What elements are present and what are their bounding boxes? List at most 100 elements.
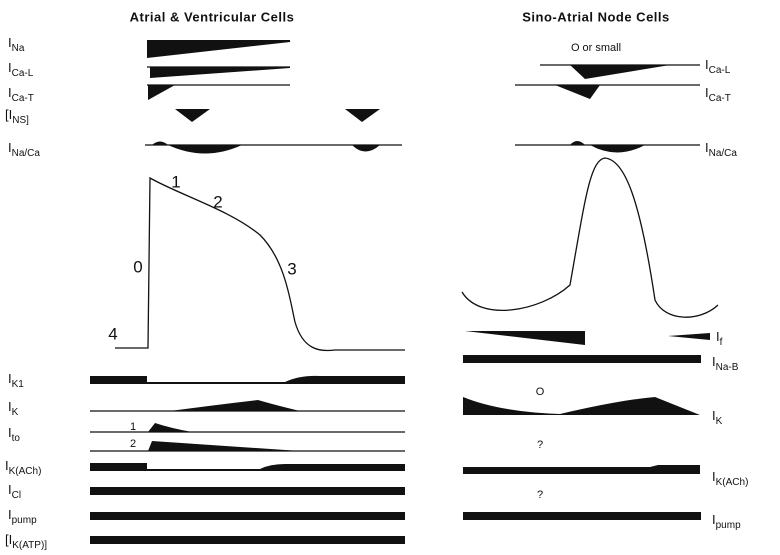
- icl-shape: [90, 487, 405, 495]
- ik1-shape: [90, 375, 405, 384]
- ito2-shape: [148, 441, 300, 451]
- current-symbol: I: [712, 408, 716, 423]
- current-symbol: [I: [5, 107, 12, 122]
- current-label: ICl: [8, 482, 21, 500]
- current-label: INa: [8, 35, 25, 53]
- ical-shape: [570, 65, 670, 79]
- if-shape: [465, 331, 710, 345]
- ito-component-label: 1: [130, 421, 136, 433]
- current-label: [INS]: [5, 107, 29, 125]
- left-shapes: [90, 40, 405, 544]
- ins-shape: [175, 109, 210, 122]
- phase-label: 3: [287, 259, 296, 278]
- current-subscript: Ca-L: [12, 68, 34, 79]
- ik-shape: [463, 397, 700, 415]
- ins-shape: [345, 109, 380, 122]
- ina-shape: [147, 40, 290, 58]
- current-symbol: I: [8, 371, 12, 386]
- current-subscript: f: [720, 337, 723, 348]
- ikach-shape: [463, 465, 700, 474]
- sa-action-potential: [461, 157, 719, 318]
- annotation: ?: [537, 439, 543, 451]
- annotation: ?: [537, 489, 543, 501]
- icat-shape: [148, 85, 175, 100]
- current-label: IK: [712, 408, 723, 426]
- panel-title: Sino-Atrial Node Cells: [522, 9, 670, 24]
- panel-title: Atrial & Ventricular Cells: [130, 9, 295, 24]
- current-symbol: I: [5, 458, 9, 473]
- ipump-shape: [90, 512, 405, 520]
- current-label: Ipump: [8, 507, 37, 525]
- action-potential: [115, 176, 405, 352]
- ipump-shape: [463, 512, 701, 520]
- current-symbol: I: [705, 140, 709, 155]
- current-symbol: I: [8, 399, 12, 414]
- current-label: ICa-L: [705, 57, 731, 75]
- current-symbol: I: [712, 512, 716, 527]
- current-subscript: Na-B: [716, 362, 739, 373]
- current-label: IK: [8, 399, 19, 417]
- phase-label: 2: [213, 192, 222, 211]
- inaca-shape: [152, 141, 380, 154]
- current-symbol: I: [8, 35, 12, 50]
- ikach-shape: [90, 463, 405, 471]
- current-subscript: Na/Ca: [12, 148, 41, 159]
- current-label: Ipump: [712, 512, 741, 530]
- annotation: O or small: [571, 42, 621, 54]
- inab-shape: [463, 355, 701, 363]
- current-subscript: K(ATP)]: [12, 540, 47, 551]
- current-label: ICa-L: [8, 60, 34, 78]
- ik-shape: [170, 400, 300, 411]
- current-subscript: K1: [12, 379, 25, 390]
- current-symbol: I: [8, 140, 12, 155]
- current-label: INa-B: [712, 354, 739, 372]
- current-label: IK1: [8, 371, 24, 389]
- current-label: IK(ACh): [712, 469, 748, 487]
- current-symbol: I: [8, 85, 12, 100]
- current-label: [IK(ATP)]: [5, 532, 47, 550]
- current-label: INa/Ca: [705, 140, 737, 158]
- phase-label: 1: [171, 172, 180, 191]
- current-subscript: Na/Ca: [709, 148, 738, 159]
- current-symbol: I: [716, 329, 720, 344]
- current-symbol: [I: [5, 532, 12, 547]
- current-label: INa/Ca: [8, 140, 40, 158]
- icat-shape: [555, 85, 600, 99]
- current-label: ICa-T: [8, 85, 34, 103]
- ikatp-shape: [90, 536, 405, 544]
- current-symbol: I: [8, 482, 12, 497]
- current-label: If: [716, 329, 723, 347]
- current-symbol: I: [8, 507, 12, 522]
- current-label: Ito: [8, 425, 20, 443]
- current-subscript: Ca-T: [709, 93, 731, 104]
- current-subscript: Ca-L: [709, 65, 731, 76]
- current-label: IK(ACh): [5, 458, 41, 476]
- current-symbol: I: [712, 469, 716, 484]
- current-subscript: K(ACh): [9, 466, 42, 477]
- current-symbol: I: [712, 354, 716, 369]
- right-shapes: [461, 64, 719, 520]
- annotation: O: [536, 386, 545, 398]
- current-subscript: pump: [12, 515, 37, 526]
- current-subscript: to: [12, 433, 21, 444]
- current-symbol: I: [705, 85, 709, 100]
- current-symbol: I: [705, 57, 709, 72]
- phase-label: 4: [108, 324, 117, 343]
- current-subscript: Ca-T: [12, 93, 34, 104]
- current-subscript: K(ACh): [716, 477, 749, 488]
- current-symbol: I: [8, 425, 12, 440]
- current-subscript: NS]: [12, 115, 29, 126]
- current-label: ICa-T: [705, 85, 731, 103]
- current-subscript: K: [716, 416, 723, 427]
- ito-component-label: 2: [130, 438, 136, 450]
- current-subscript: Na: [12, 43, 25, 54]
- current-subscript: K: [12, 407, 19, 418]
- current-subscript: pump: [716, 520, 741, 531]
- current-symbol: I: [8, 60, 12, 75]
- current-subscript: Cl: [12, 490, 21, 501]
- inaca-shape: [570, 141, 645, 153]
- phase-label: 0: [133, 257, 142, 276]
- ito1-shape: [148, 423, 192, 432]
